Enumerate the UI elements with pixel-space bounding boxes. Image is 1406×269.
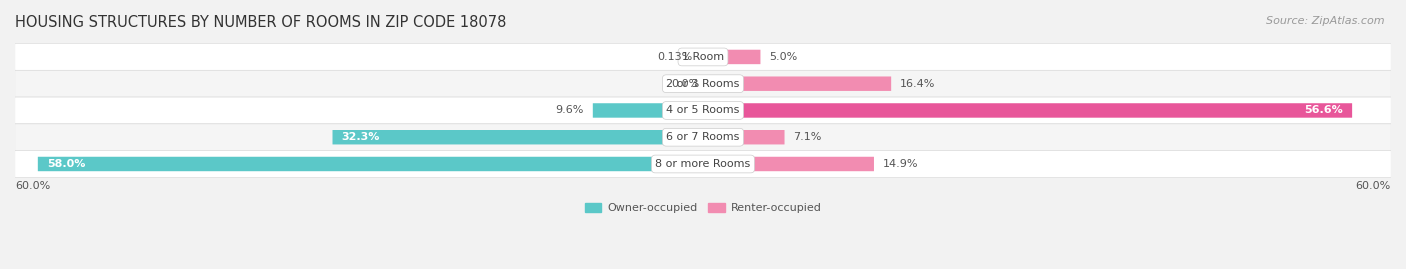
FancyBboxPatch shape: [703, 103, 1353, 118]
FancyBboxPatch shape: [703, 50, 761, 64]
Text: 60.0%: 60.0%: [15, 180, 51, 190]
Text: 9.6%: 9.6%: [555, 105, 583, 115]
Text: 6 or 7 Rooms: 6 or 7 Rooms: [666, 132, 740, 142]
Text: HOUSING STRUCTURES BY NUMBER OF ROOMS IN ZIP CODE 18078: HOUSING STRUCTURES BY NUMBER OF ROOMS IN…: [15, 15, 506, 30]
Text: 4 or 5 Rooms: 4 or 5 Rooms: [666, 105, 740, 115]
Text: 14.9%: 14.9%: [883, 159, 918, 169]
FancyBboxPatch shape: [15, 124, 1391, 151]
Text: 1 Room: 1 Room: [682, 52, 724, 62]
FancyBboxPatch shape: [15, 44, 1391, 70]
FancyBboxPatch shape: [38, 157, 703, 171]
FancyBboxPatch shape: [15, 151, 1391, 177]
FancyBboxPatch shape: [702, 50, 703, 64]
Text: 16.4%: 16.4%: [900, 79, 935, 89]
FancyBboxPatch shape: [15, 70, 1391, 97]
Text: 8 or more Rooms: 8 or more Rooms: [655, 159, 751, 169]
Text: Source: ZipAtlas.com: Source: ZipAtlas.com: [1267, 16, 1385, 26]
FancyBboxPatch shape: [15, 97, 1391, 124]
Text: 2 or 3 Rooms: 2 or 3 Rooms: [666, 79, 740, 89]
FancyBboxPatch shape: [703, 157, 875, 171]
FancyBboxPatch shape: [593, 103, 703, 118]
Text: 5.0%: 5.0%: [769, 52, 797, 62]
Text: 56.6%: 56.6%: [1305, 105, 1343, 115]
Text: 58.0%: 58.0%: [48, 159, 86, 169]
FancyBboxPatch shape: [332, 130, 703, 144]
Legend: Owner-occupied, Renter-occupied: Owner-occupied, Renter-occupied: [585, 203, 821, 213]
FancyBboxPatch shape: [703, 130, 785, 144]
Text: 7.1%: 7.1%: [793, 132, 823, 142]
Text: 32.3%: 32.3%: [342, 132, 380, 142]
Text: 60.0%: 60.0%: [1355, 180, 1391, 190]
Text: 0.0%: 0.0%: [671, 79, 700, 89]
FancyBboxPatch shape: [703, 76, 891, 91]
Text: 0.13%: 0.13%: [657, 52, 692, 62]
